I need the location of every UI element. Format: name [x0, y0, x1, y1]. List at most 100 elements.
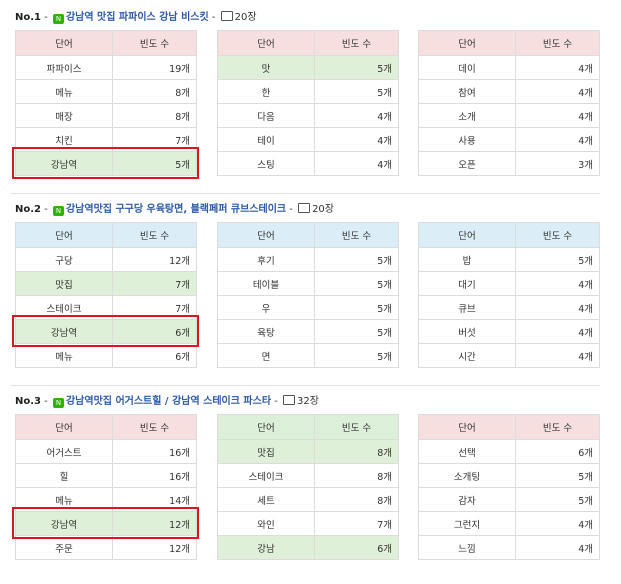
- word-cell: 매장: [15, 103, 113, 128]
- frequency-table: 단어 빈도 수 데이 4개 참여 4개 소개 4개 사용 4개 오픈 3개: [418, 30, 600, 176]
- frequency-table: 단어 빈도 수 맛집 8개 스테이크 8개 세트 8개 와인 7개 강남 6개: [217, 414, 399, 560]
- word-cell: 느낌: [418, 535, 516, 560]
- header-cell: 단어: [217, 222, 315, 248]
- word-row: 육탕 5개: [217, 319, 399, 344]
- count-cell: 4개: [515, 511, 600, 536]
- word-row: 대기 4개: [418, 271, 600, 296]
- word-cell: 오픈: [418, 151, 516, 176]
- word-row: 메뉴 14개: [15, 487, 197, 512]
- header-row: 단어 빈도 수: [418, 222, 600, 248]
- word-row: 한 5개: [217, 79, 399, 104]
- count-cell: 5개: [314, 79, 399, 104]
- word-cell: 맛: [217, 55, 315, 80]
- count-cell: 8개: [112, 79, 197, 104]
- word-row: 주문 12개: [15, 535, 197, 560]
- frequency-table: 단어 빈도 수 파파이스 19개 메뉴 8개 매장 8개 치킨 7개 강남역 5개: [15, 30, 197, 176]
- count-cell: 8개: [314, 463, 399, 488]
- header-row: 단어 빈도 수: [217, 414, 399, 440]
- header-cell: 단어: [418, 30, 516, 56]
- word-cell: 스테이크: [15, 295, 113, 320]
- word-cell: 사용: [418, 127, 516, 152]
- frequency-table: 단어 빈도 수 어거스트 16개 힐 16개 메뉴 14개 강남역 12개 주문 12개: [15, 414, 197, 560]
- separator: -: [286, 204, 297, 215]
- word-row: 세트 8개: [217, 487, 399, 512]
- separator: -: [208, 12, 219, 23]
- word-cell: 강남역: [15, 511, 113, 536]
- header-cell: 빈도 수: [314, 30, 399, 56]
- header-row: 단어 빈도 수: [217, 222, 399, 248]
- word-row: 느낌 4개: [418, 535, 600, 560]
- word-cell: 테이블: [217, 271, 315, 296]
- word-cell: 참여: [418, 79, 516, 104]
- word-row: 힐 16개: [15, 463, 197, 488]
- count-cell: 6개: [314, 535, 399, 560]
- word-cell: 메뉴: [15, 343, 113, 368]
- post-title[interactable]: 강남역 맛집 파파이스 강남 비스킷: [65, 12, 209, 23]
- rank-label: No.3: [15, 396, 41, 407]
- word-cell: 한: [217, 79, 315, 104]
- divider: [10, 193, 600, 194]
- word-row: 스팅 4개: [217, 151, 399, 176]
- section-header: No.2 - N 강남역맛집 구구당 우육탕면, 블랙페퍼 큐브스테이크 - 20…: [15, 202, 334, 218]
- word-cell: 파파이스: [15, 55, 113, 80]
- photo-count: 20장: [234, 12, 257, 23]
- word-row: 그런지 4개: [418, 511, 600, 536]
- word-row: 구당 12개: [15, 247, 197, 272]
- word-cell: 시간: [418, 343, 516, 368]
- header-row: 단어 빈도 수: [15, 414, 197, 440]
- count-cell: 16개: [112, 439, 197, 464]
- word-row: 맛집 8개: [217, 439, 399, 464]
- count-cell: 4개: [515, 535, 600, 560]
- count-cell: 12개: [112, 535, 197, 560]
- count-cell: 3개: [515, 151, 600, 176]
- blog-icon: N: [52, 398, 64, 408]
- frequency-table: 단어 빈도 수 선택 6개 소개팅 5개 감자 5개 그런지 4개 느낌 4개: [418, 414, 600, 560]
- count-cell: 4개: [314, 127, 399, 152]
- word-row: 메뉴 6개: [15, 343, 197, 368]
- post-title[interactable]: 강남역맛집 구구당 우육탕면, 블랙페퍼 큐브스테이크: [65, 204, 287, 215]
- photo-icon: [220, 11, 233, 21]
- count-cell: 4개: [314, 103, 399, 128]
- photo-icon: [298, 203, 311, 213]
- word-cell: 대기: [418, 271, 516, 296]
- count-cell: 5개: [314, 271, 399, 296]
- header-cell: 빈도 수: [515, 414, 600, 440]
- word-cell: 세트: [217, 487, 315, 512]
- header-cell: 빈도 수: [112, 414, 197, 440]
- count-cell: 4개: [515, 79, 600, 104]
- separator: -: [41, 396, 51, 407]
- word-cell: 밥: [418, 247, 516, 272]
- count-cell: 19개: [112, 55, 197, 80]
- post-title[interactable]: 강남역맛집 어거스트힐 / 강남역 스테이크 파스타: [65, 396, 272, 407]
- word-row: 테이 4개: [217, 127, 399, 152]
- word-row: 큐브 4개: [418, 295, 600, 320]
- word-row: 우 5개: [217, 295, 399, 320]
- header-row: 단어 빈도 수: [418, 414, 600, 440]
- word-row: 메뉴 8개: [15, 79, 197, 104]
- count-cell: 5개: [314, 247, 399, 272]
- count-cell: 4개: [515, 271, 600, 296]
- word-row: 테이블 5개: [217, 271, 399, 296]
- word-cell: 버섯: [418, 319, 516, 344]
- word-row: 와인 7개: [217, 511, 399, 536]
- word-cell: 후기: [217, 247, 315, 272]
- word-cell: 육탕: [217, 319, 315, 344]
- count-cell: 7개: [112, 295, 197, 320]
- header-cell: 빈도 수: [314, 222, 399, 248]
- word-cell: 구당: [15, 247, 113, 272]
- header-cell: 단어: [217, 414, 315, 440]
- count-cell: 8개: [314, 439, 399, 464]
- frequency-table: 단어 빈도 수 구당 12개 맛집 7개 스테이크 7개 강남역 6개 메뉴 6개: [15, 222, 197, 368]
- count-cell: 6개: [112, 319, 197, 344]
- header-cell: 빈도 수: [112, 30, 197, 56]
- word-cell: 힐: [15, 463, 113, 488]
- frequency-table: 단어 빈도 수 후기 5개 테이블 5개 우 5개 육탕 5개 면 5개: [217, 222, 399, 368]
- count-cell: 5개: [314, 343, 399, 368]
- rank-label: No.1: [15, 12, 41, 23]
- header-cell: 단어: [418, 414, 516, 440]
- photo-icon: [283, 395, 295, 405]
- rank-label: No.2: [15, 204, 41, 215]
- count-cell: 14개: [112, 487, 197, 512]
- word-cell: 강남: [217, 535, 315, 560]
